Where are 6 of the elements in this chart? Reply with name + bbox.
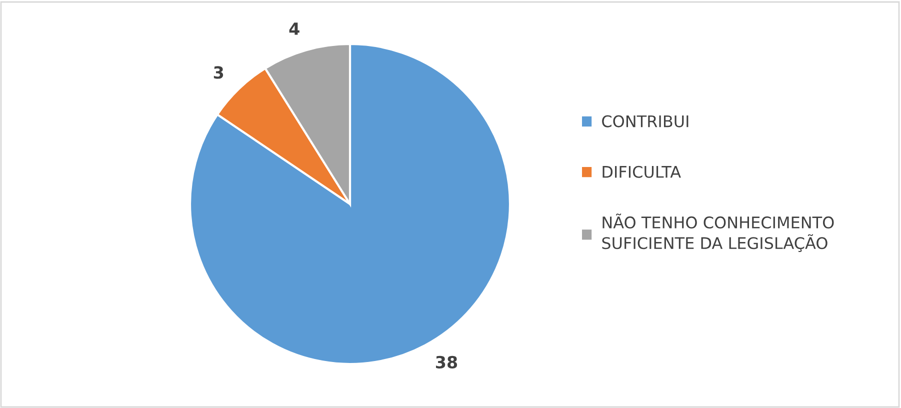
- data-label: 3: [214, 66, 224, 79]
- data-label: 38: [436, 356, 458, 368]
- legend-label: DIFICULTA: [602, 166, 681, 178]
- legend-label: NÃO TENHO CONHECIMENTO SUFICIENTE DA LEGISLAÇÃO: [602, 214, 834, 252]
- legend-label: CONTRIBUI: [602, 115, 688, 128]
- data-label: 4: [289, 22, 300, 35]
